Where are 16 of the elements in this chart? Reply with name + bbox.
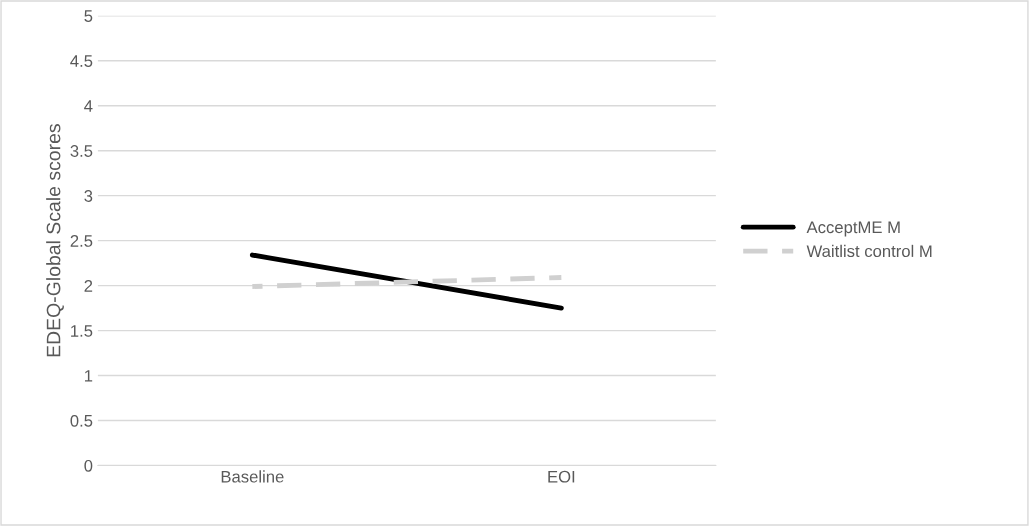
y-tick-label: 0 xyxy=(84,459,93,472)
y-axis-title: EDEQ-Global Scale scores xyxy=(46,124,64,357)
y-tick-label: 2.5 xyxy=(70,235,93,247)
y-tick-label: 4 xyxy=(84,100,93,112)
x-tick-label: EOI xyxy=(548,470,575,483)
y-tick-label: 4.5 xyxy=(70,55,93,67)
x-tick-label: Baseline xyxy=(221,470,284,483)
y-tick-label: 1.5 xyxy=(71,325,93,337)
y-tick-label: 5 xyxy=(84,10,93,22)
y-tick-label: 0.5 xyxy=(70,414,93,427)
y-tick-label: 3.5 xyxy=(70,145,93,157)
y-tick-label: 3 xyxy=(84,190,93,202)
y-tick-label: 1 xyxy=(84,370,93,382)
legend-label: Waitlist control M xyxy=(806,244,932,258)
y-tick-label: 2 xyxy=(84,280,93,292)
legend-label: AcceptME M xyxy=(806,221,900,237)
